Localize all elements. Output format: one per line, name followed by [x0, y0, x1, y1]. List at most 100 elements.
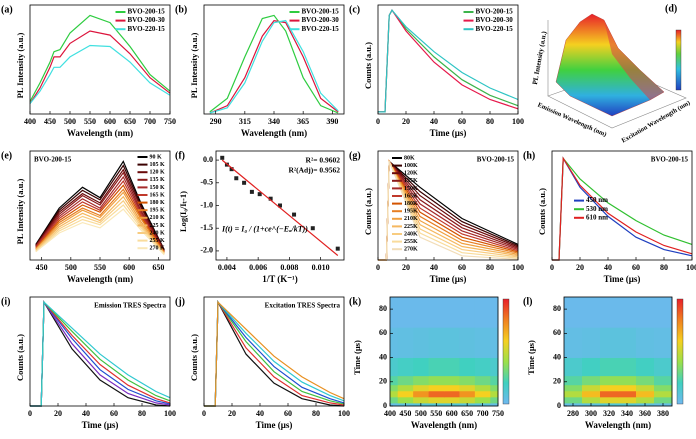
heat-cell [564, 384, 583, 392]
heat-cell [397, 375, 414, 386]
legend-label: 90 K [150, 154, 163, 160]
x-tick-label: 360 [639, 409, 651, 418]
series-line [29, 44, 171, 104]
heat-cell [618, 396, 637, 404]
heat-cell [459, 357, 476, 377]
heat-cell [564, 297, 583, 328]
x-tick-label: 0.004 [218, 263, 236, 272]
y-tick-label: 80 [553, 304, 561, 313]
panel-label: (g) [349, 150, 361, 161]
heat-cell [444, 375, 460, 386]
series-line [221, 159, 339, 256]
series-line [204, 300, 345, 407]
panel-label: (l) [523, 296, 532, 307]
x-tick-label: 500 [64, 117, 76, 126]
legend-label: BVO-200-15 [476, 8, 514, 16]
heat-cell [618, 297, 637, 328]
heat-cell [654, 384, 673, 392]
legend-label: BVO-200-30 [476, 16, 514, 24]
panel-title: BVO-200-15 [34, 156, 72, 164]
y-axis-label: Time (μs) [526, 340, 536, 375]
x-tick-label: 20 [402, 117, 410, 126]
heat-cell [390, 297, 399, 328]
heat-cell [444, 384, 460, 392]
heat-cell [600, 297, 619, 328]
y-tick-label: -1.0 [200, 200, 213, 209]
legend-label: 150 K [150, 185, 166, 191]
heat-cell [618, 384, 637, 392]
legend-label: BVO-220-15 [128, 25, 166, 33]
y-tick-label: -1.5 [200, 223, 213, 232]
y-tick-label: -0.5 [200, 178, 213, 187]
heat-cell [390, 396, 399, 404]
heat-cell [474, 396, 491, 404]
heat-cell [397, 396, 414, 404]
heat-cell [654, 375, 673, 386]
heat-cell [600, 384, 619, 392]
series-line [35, 175, 165, 253]
heat-cell [636, 375, 655, 386]
x-tick-label: 700 [144, 117, 156, 126]
x-tick-label: 0 [550, 263, 554, 272]
panel-label: (b) [175, 4, 187, 15]
data-point [229, 167, 234, 172]
heat-cell [490, 357, 499, 377]
x-axis-label: Wavelength (nm) [411, 420, 477, 430]
legend-label: 210K [404, 216, 418, 222]
x-axis-label: 1/T (K⁻¹) [262, 274, 298, 284]
legend-label: 270K [404, 247, 418, 253]
heat-cell [654, 357, 673, 377]
heat-cell [459, 297, 476, 328]
x-tick-label: 100 [512, 117, 524, 126]
heat-cell [428, 327, 445, 358]
x-axis-label: Time (μs) [604, 274, 641, 284]
heat-cell [444, 396, 460, 404]
panel-title: BVO-200-15 [477, 156, 515, 164]
heat-cell [397, 390, 414, 398]
heat-cell [428, 384, 445, 392]
y-tick-label: 0.0 [203, 155, 213, 164]
panel-label: (f) [175, 150, 185, 161]
z-axis-label: PL Intensity (a.u.) [531, 30, 548, 85]
heat-cell [654, 297, 673, 328]
series-line [204, 299, 345, 407]
x-tick-label: 450 [399, 409, 411, 418]
heat-cell [618, 375, 637, 386]
x-tick-label: 320 [603, 409, 615, 418]
heat-cell [636, 396, 655, 404]
heat-cell [490, 396, 499, 404]
x-tick-label: 80 [660, 263, 668, 272]
legend-label: BVO-220-15 [302, 25, 340, 33]
panel-label: (a) [1, 4, 13, 15]
heat-cell [564, 327, 583, 358]
x-axis-label: Wavelength (nm) [241, 128, 307, 138]
x-tick-label: 60 [284, 409, 292, 418]
series-line [209, 19, 339, 114]
x-axis-label: Time (μs) [82, 420, 119, 430]
y-axis-label: Counts (a.u.) [537, 188, 547, 235]
heat-cell [564, 396, 583, 404]
legend-label: 80K [404, 155, 415, 161]
series-line [30, 300, 171, 407]
legend-label: 120 K [150, 170, 166, 176]
surface [555, 13, 665, 117]
legend-label: 610 nm [586, 213, 608, 221]
heat-cell [428, 375, 445, 386]
x-tick-label: 500 [65, 263, 77, 272]
x-tick-label: 280 [567, 409, 579, 418]
legend-label: 450 nm [586, 196, 608, 204]
legend-label: 225K [404, 224, 418, 230]
heat-cell [459, 375, 476, 386]
heat-cell [490, 390, 499, 398]
series-line [209, 14, 339, 114]
plot-frame [203, 296, 345, 407]
surface-ridge [604, 20, 664, 100]
plot-frame [551, 150, 693, 261]
heat-cell [564, 390, 583, 398]
legend-label: 105 K [150, 162, 166, 168]
heat-cell [444, 390, 460, 398]
legend-label: 165K [404, 193, 418, 199]
formula: I(t) = I₀ / (1+ce^(−Eₐ/kT)) [221, 224, 308, 233]
legend-label: 100K [404, 163, 418, 169]
